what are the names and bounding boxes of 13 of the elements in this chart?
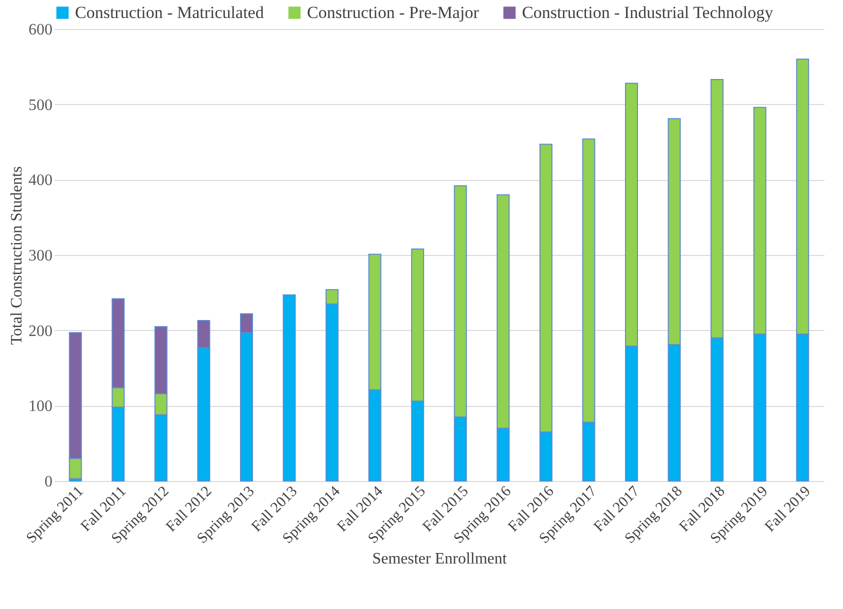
legend-label: Construction - Matriculated <box>75 2 264 22</box>
y-tick-label: 600 <box>28 22 52 38</box>
legend-label: Construction - Pre-Major <box>307 2 480 22</box>
legend-label: Construction - Industrial Technology <box>522 2 774 22</box>
y-tick-label: 300 <box>28 248 52 264</box>
bar <box>282 294 296 482</box>
y-tick-label: 100 <box>28 398 52 416</box>
y-tick-label: 0 <box>44 474 52 490</box>
x-axis-title: Semester Enrollment <box>372 550 508 568</box>
y-axis-title: Total Construction Students <box>8 166 26 345</box>
y-tick-label: 500 <box>28 96 52 114</box>
y-tick-label: 400 <box>28 172 52 190</box>
y-tick-label: 200 <box>28 322 52 340</box>
